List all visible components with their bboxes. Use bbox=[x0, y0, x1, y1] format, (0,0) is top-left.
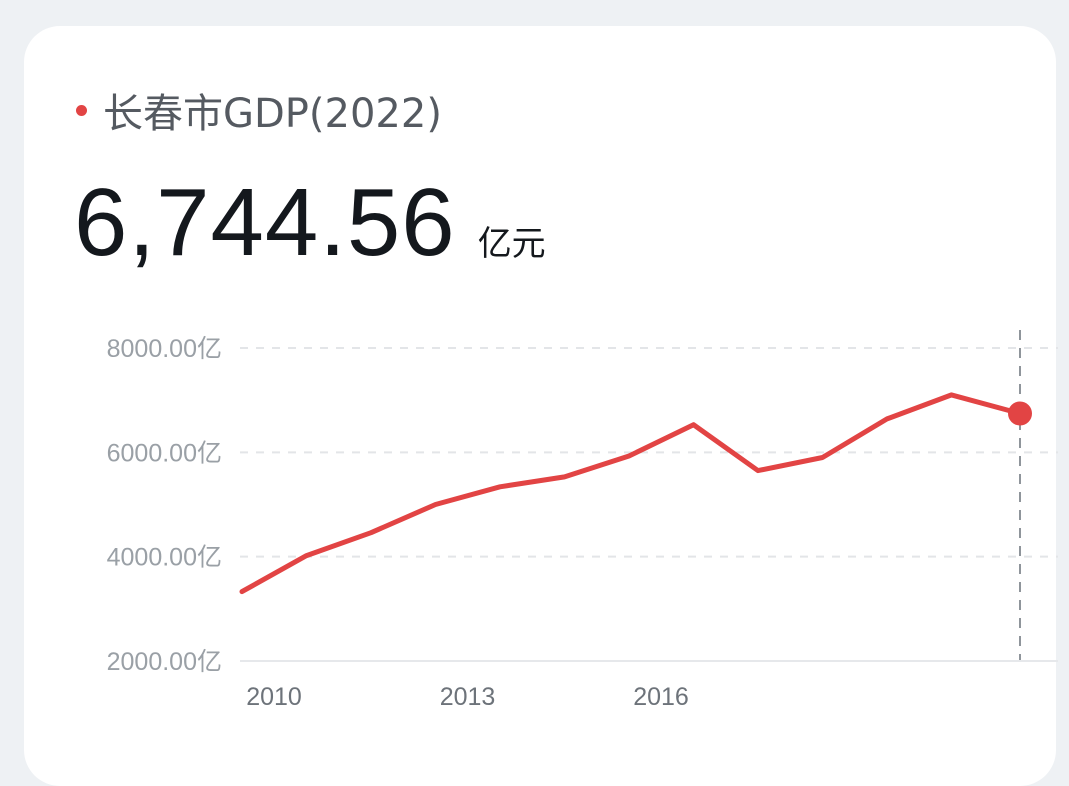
x-tick-label: 2010 bbox=[246, 683, 302, 711]
y-tick-label: 6000.00亿 bbox=[107, 439, 222, 467]
gdp-card bbox=[24, 26, 1056, 786]
data-point[interactable] bbox=[238, 588, 246, 596]
data-point[interactable] bbox=[690, 421, 698, 429]
y-tick-label: 2000.00亿 bbox=[107, 648, 222, 676]
data-point[interactable] bbox=[754, 467, 762, 475]
data-point[interactable] bbox=[496, 483, 504, 491]
series-line bbox=[239, 392, 1023, 595]
data-point[interactable] bbox=[367, 529, 375, 537]
highlighted-point[interactable] bbox=[1008, 401, 1032, 426]
x-tick-label: 2016 bbox=[633, 683, 689, 711]
data-point[interactable] bbox=[819, 454, 827, 462]
data-point[interactable] bbox=[432, 501, 440, 509]
y-tick-label: 8000.00亿 bbox=[107, 335, 222, 363]
data-point[interactable] bbox=[303, 552, 311, 560]
title-dot-icon bbox=[76, 104, 87, 116]
headline-unit: 亿元 bbox=[477, 224, 546, 264]
y-tick-label: 4000.00亿 bbox=[107, 544, 222, 572]
data-point[interactable] bbox=[625, 452, 633, 460]
x-tick-label: 2013 bbox=[440, 683, 496, 711]
data-point[interactable] bbox=[561, 473, 569, 481]
headline-value: 6,744.56 bbox=[74, 169, 456, 276]
data-point[interactable] bbox=[948, 391, 956, 399]
gdp-line-chart[interactable]: 8000.00亿 6000.00亿 4000.00亿 2000.00亿 2010 2013… bbox=[0, 0, 1069, 746]
chart-title: 长春市GDP(2022) bbox=[103, 91, 442, 137]
chart-header: 长春市GDP(2022) bbox=[76, 84, 442, 137]
data-point[interactable] bbox=[883, 415, 891, 423]
headline-value-row: 6,744.56 亿元 bbox=[74, 168, 546, 278]
